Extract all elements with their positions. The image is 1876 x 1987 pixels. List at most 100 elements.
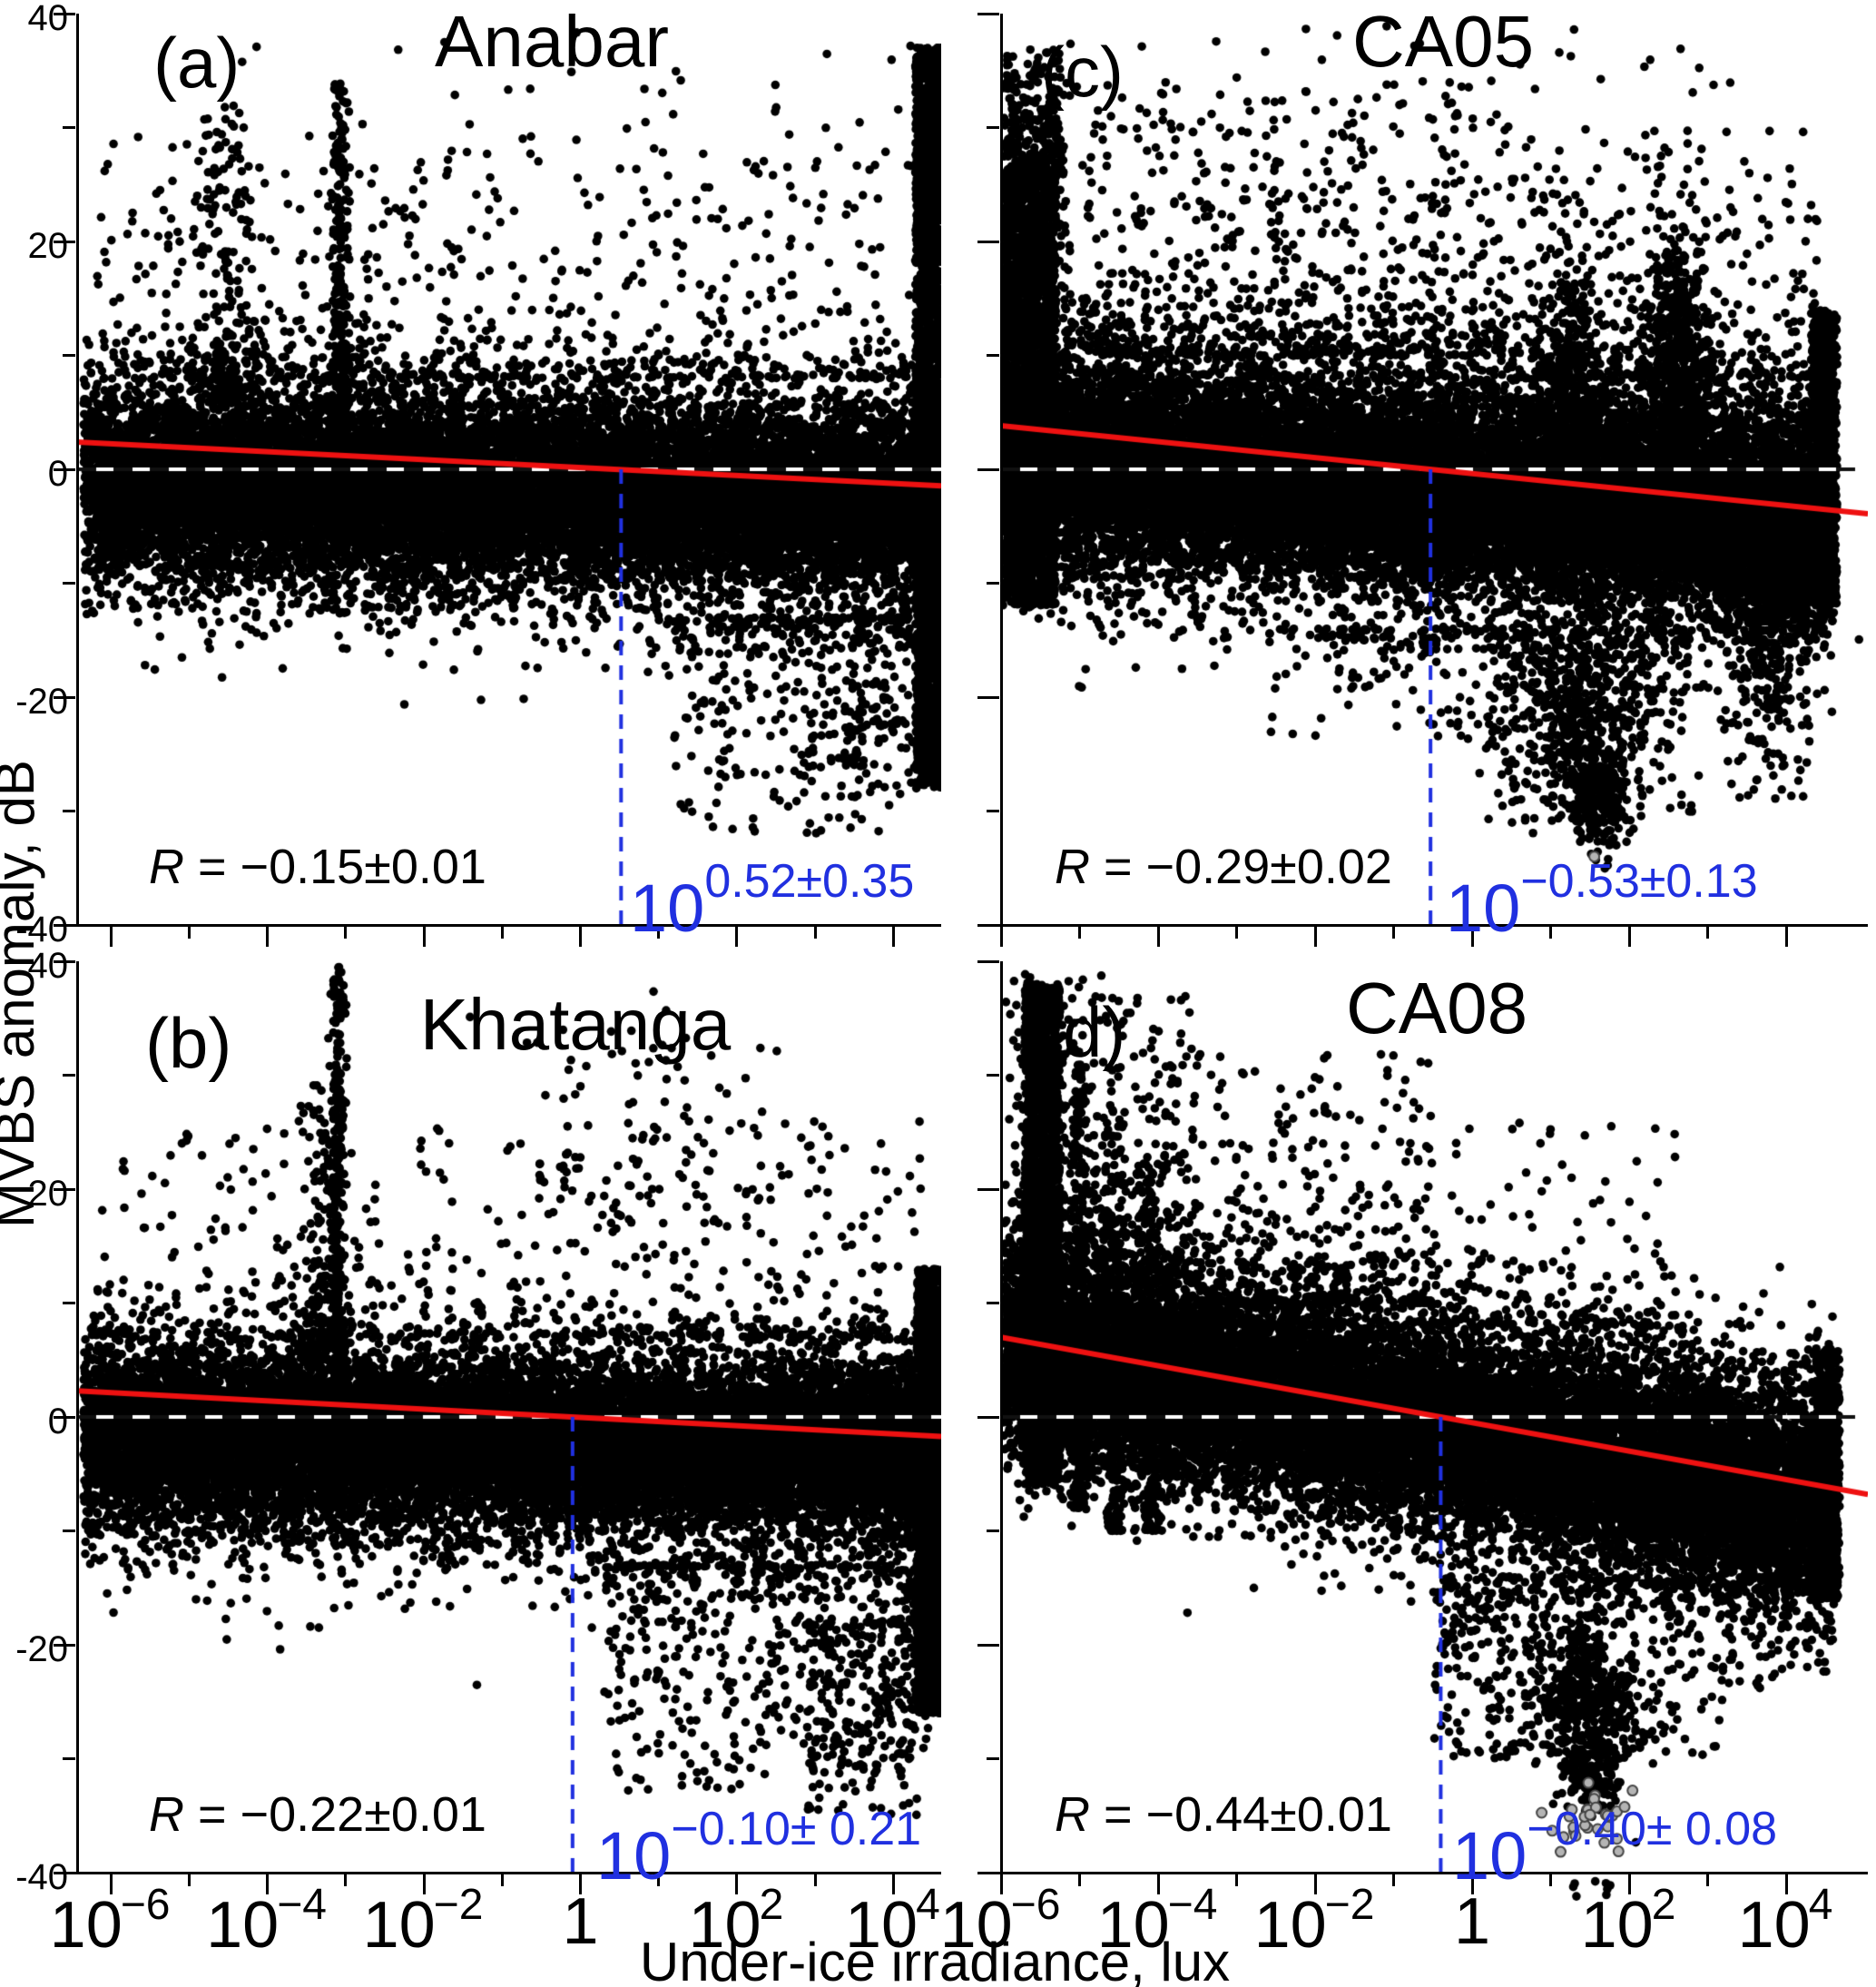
panel-c-threshold-annotation: 10−0.53±0.13 bbox=[1446, 841, 1758, 942]
panel-b-y-tick bbox=[63, 1074, 75, 1077]
r-symbol: R bbox=[1055, 1787, 1090, 1842]
panel-a-threshold-annotation: 100.52±0.35 bbox=[630, 841, 914, 942]
panel-b-y-tick bbox=[54, 1187, 75, 1191]
panel-d-x-tick-label: 104 bbox=[1686, 1884, 1876, 1959]
panel-d-x-tick-label: 1 bbox=[1372, 1889, 1572, 1954]
x-tick-base: 10 bbox=[1580, 1889, 1654, 1962]
panel-b-x-tick-label: 10−2 bbox=[324, 1884, 524, 1959]
panel-a-x-tick bbox=[500, 927, 504, 939]
threshold-base: 10 bbox=[630, 871, 705, 946]
panel-b-x-tick bbox=[266, 1874, 270, 1894]
panel-c-y-tick bbox=[987, 126, 999, 129]
panel-d-x-tick bbox=[1392, 1874, 1396, 1886]
panel-d-x-tick bbox=[1470, 1874, 1474, 1894]
panel-b-x-tick-label: 10−4 bbox=[168, 1884, 368, 1959]
panel-c-y-tick bbox=[977, 923, 999, 927]
panel-a-x-tick bbox=[266, 927, 270, 947]
x-tick-base: 1 bbox=[1453, 1885, 1491, 1958]
threshold-exponent: −0.10± 0.21 bbox=[671, 1803, 922, 1855]
panel-d-x-tick-label: 10−2 bbox=[1215, 1884, 1415, 1959]
panel-d-x-tick bbox=[1078, 1874, 1081, 1886]
panel-d-x-tick bbox=[999, 1874, 1003, 1894]
panel-c-y-tick bbox=[977, 12, 999, 15]
x-tick-exponent: 4 bbox=[916, 1881, 940, 1929]
panel-a-y-tick bbox=[54, 240, 75, 243]
panel-b-y-tick-label: 20 bbox=[27, 1174, 69, 1214]
x-tick-base: 1 bbox=[562, 1885, 599, 1958]
x-tick-exponent: −2 bbox=[1324, 1881, 1375, 1929]
panel-c-title: CA05 bbox=[1351, 1, 1535, 82]
panel-c-x-axis bbox=[998, 924, 1868, 927]
panel-d-threshold-annotation: 10−0.40± 0.08 bbox=[1452, 1788, 1778, 1890]
panel-c-y-tick bbox=[987, 354, 999, 357]
panel-c-y-axis bbox=[1000, 14, 1003, 925]
panel-b-y-tick bbox=[54, 1643, 75, 1647]
panel-b-x-tick-label: 102 bbox=[637, 1884, 837, 1959]
panel-b-x-tick-label: 10−6 bbox=[11, 1884, 211, 1959]
panel-b-x-tick bbox=[109, 1874, 113, 1894]
panel-b-x-tick bbox=[344, 1874, 348, 1886]
panel-c-x-tick bbox=[999, 927, 1003, 947]
panel-d-y-tick bbox=[987, 1074, 999, 1077]
panel-c-x-tick bbox=[1470, 927, 1474, 947]
panel-c-y-tick bbox=[977, 467, 999, 471]
x-axis-title: Under-ice irradiance, lux bbox=[639, 1932, 1231, 1987]
panel-d-y-tick bbox=[977, 959, 999, 963]
panel-a-x-tick bbox=[109, 927, 113, 947]
panel-b-scatter-canvas bbox=[77, 961, 941, 1913]
panel-a-scatter-canvas bbox=[77, 14, 941, 966]
panel-b-x-tick bbox=[657, 1874, 661, 1886]
r-symbol: R bbox=[149, 840, 184, 894]
panel-a-y-tick-label: -20 bbox=[15, 682, 68, 722]
panel-a-y-tick bbox=[54, 695, 75, 699]
x-tick-base: 10 bbox=[362, 1889, 436, 1962]
x-tick-exponent: −4 bbox=[1167, 1881, 1218, 1929]
panel-b-x-tick bbox=[500, 1874, 504, 1886]
threshold-base: 10 bbox=[596, 1818, 672, 1894]
panel-a-y-axis bbox=[76, 14, 79, 925]
panel-a-y-tick bbox=[54, 467, 75, 471]
r-value: = −0.29±0.02 bbox=[1090, 840, 1392, 894]
panel-b-x-tick bbox=[891, 1874, 895, 1894]
panel-c-x-tick bbox=[1706, 927, 1710, 939]
panel-d-y-tick bbox=[977, 1643, 999, 1647]
x-tick-base: 10 bbox=[49, 1889, 123, 1962]
panel-d-x-tick-label: 10−4 bbox=[1058, 1884, 1258, 1959]
x-tick-exponent: 4 bbox=[1808, 1881, 1833, 1929]
panel-d-x-tick bbox=[1156, 1874, 1160, 1894]
threshold-base: 10 bbox=[1452, 1818, 1527, 1894]
panel-a-x-axis bbox=[74, 924, 941, 927]
x-tick-exponent: 2 bbox=[1651, 1881, 1676, 1929]
x-tick-exponent: −6 bbox=[1010, 1881, 1061, 1929]
x-tick-base: 10 bbox=[844, 1889, 918, 1962]
panel-c-x-tick bbox=[1156, 927, 1160, 947]
panel-b-x-tick bbox=[813, 1874, 817, 1886]
panel-d-x-tick bbox=[1313, 1874, 1317, 1894]
r-value: = −0.44±0.01 bbox=[1090, 1787, 1392, 1842]
panel-a-x-tick bbox=[891, 927, 895, 947]
panel-d-y-tick bbox=[977, 1871, 999, 1874]
panel-a-y-tick-label: 0 bbox=[47, 454, 68, 494]
panel-b-y-tick-label: 0 bbox=[47, 1402, 68, 1441]
panel-b-title: Khatanga bbox=[419, 984, 732, 1065]
panel-c-x-tick bbox=[1392, 927, 1396, 939]
panel-d-y-tick bbox=[987, 1302, 999, 1304]
panel-a-correlation-annotation: R = −0.15±0.01 bbox=[149, 842, 486, 891]
panel-b-y-tick-label: 40 bbox=[27, 946, 69, 986]
panel-b-y-tick bbox=[54, 1415, 75, 1419]
panel-a-y-tick bbox=[63, 354, 75, 357]
threshold-exponent: −0.40± 0.08 bbox=[1527, 1803, 1778, 1855]
r-value: = −0.15±0.01 bbox=[184, 840, 486, 894]
panel-d-x-tick bbox=[1784, 1874, 1788, 1894]
threshold-base: 10 bbox=[1446, 871, 1521, 946]
x-tick-base: 10 bbox=[939, 1889, 1013, 1962]
panel-a-x-tick bbox=[422, 927, 426, 947]
panel-a-x-tick bbox=[344, 927, 348, 939]
panel-d bbox=[1001, 961, 1868, 1913]
panel-b-x-tick bbox=[578, 1874, 582, 1894]
x-tick-base: 10 bbox=[1737, 1889, 1811, 1962]
panel-d-x-axis bbox=[998, 1872, 1868, 1874]
panel-a-y-tick bbox=[54, 923, 75, 927]
panel-c-x-tick bbox=[1313, 927, 1317, 947]
panel-c-x-tick bbox=[1549, 927, 1553, 939]
